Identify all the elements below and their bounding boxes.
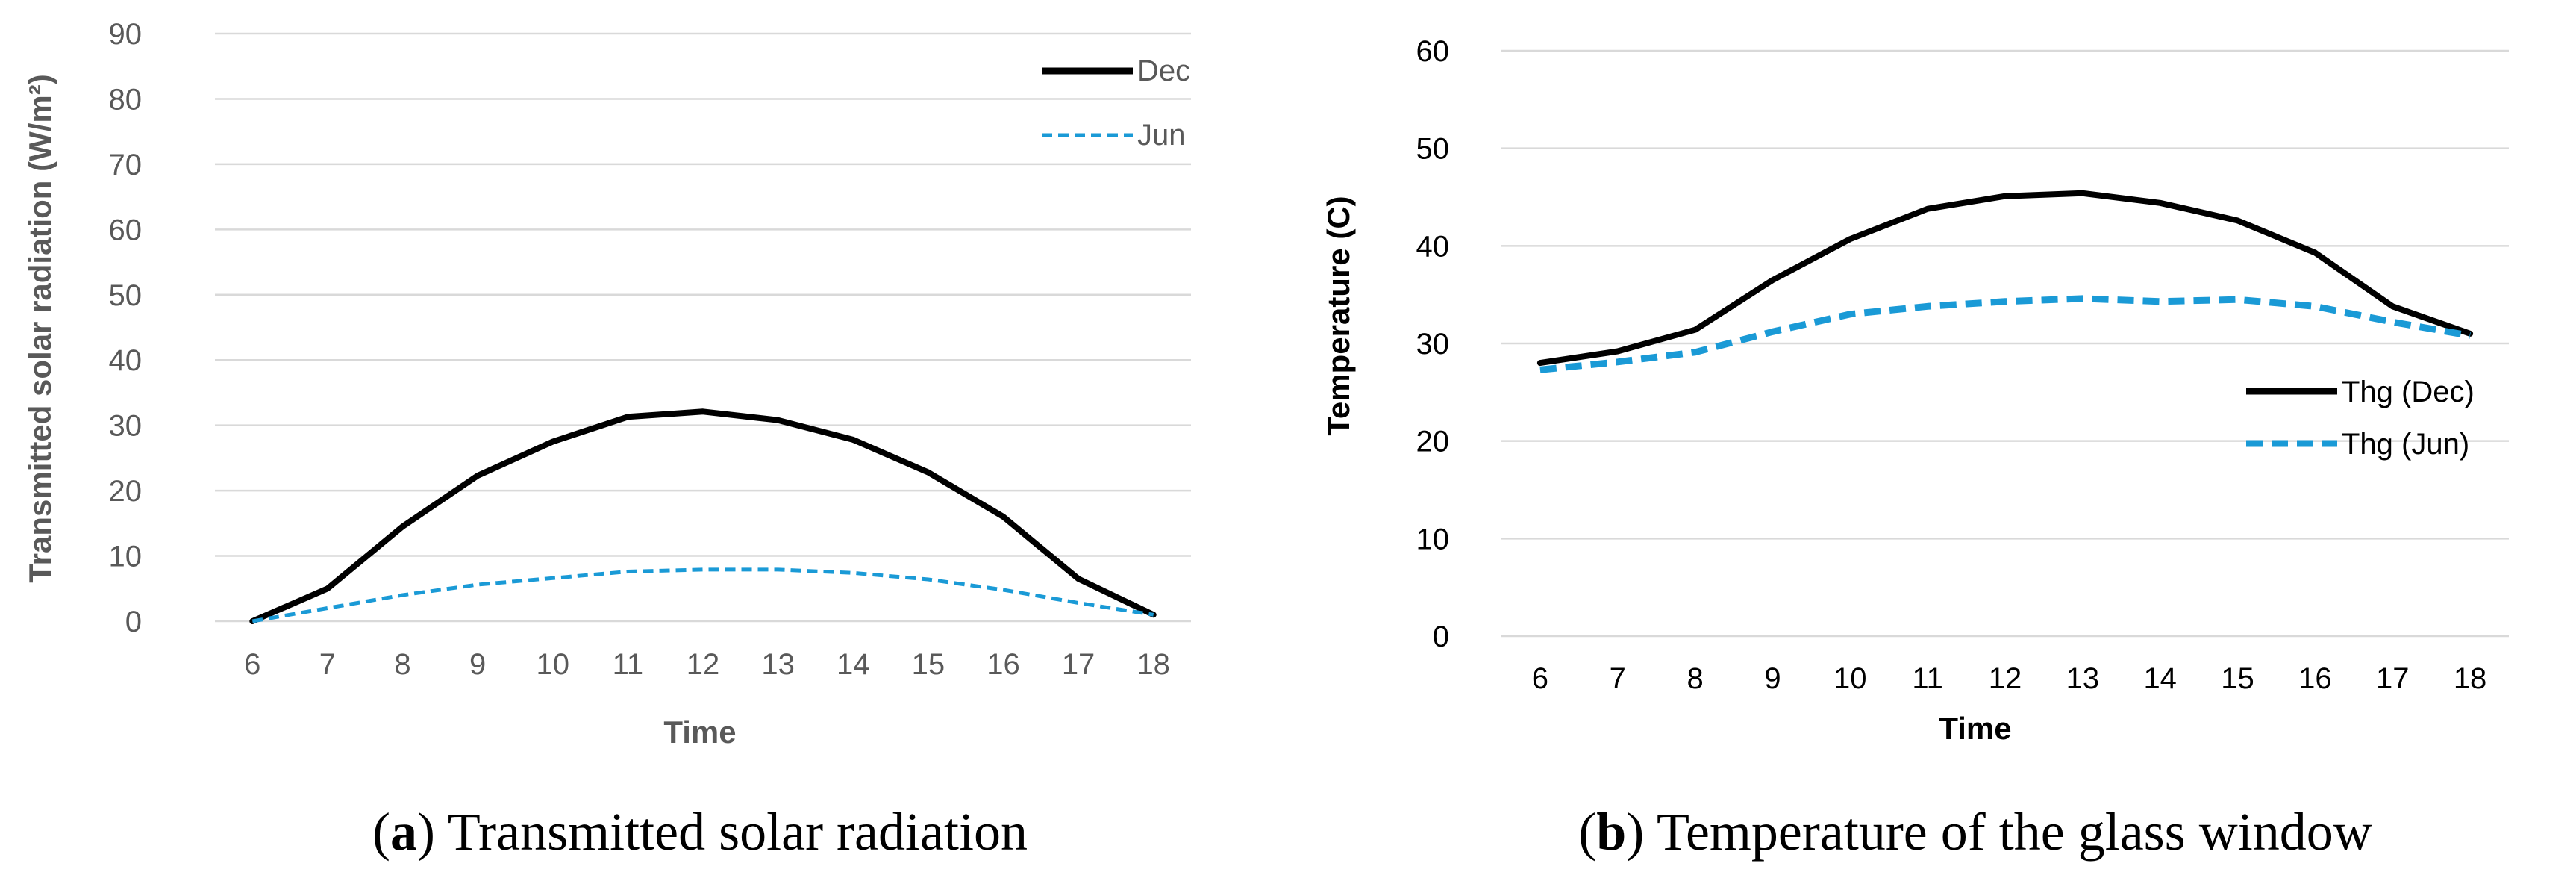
- xtick-b-6: 6: [1532, 662, 1548, 695]
- chart-a-legend: Dec Jun: [1042, 55, 1190, 152]
- xtick-a-9: 9: [469, 648, 486, 681]
- xtick-b-15: 15: [2221, 662, 2254, 695]
- xtick-b-18: 18: [2454, 662, 2487, 695]
- ytick-a-80: 80: [109, 83, 143, 116]
- xtick-a-16: 16: [987, 648, 1020, 681]
- ytick-a-70: 70: [109, 149, 143, 181]
- chart-a-caption-letter: a: [390, 802, 417, 862]
- ytick-b-50: 50: [1416, 133, 1450, 166]
- xtick-b-10: 10: [1833, 662, 1867, 695]
- ytick-a-30: 30: [109, 410, 143, 443]
- ytick-a-20: 20: [109, 475, 143, 508]
- xtick-b-13: 13: [2066, 662, 2100, 695]
- chart-b-ylabel: Temperature (C): [1321, 196, 1356, 435]
- xtick-b-12: 12: [1989, 662, 2022, 695]
- xtick-a-7: 7: [319, 648, 336, 681]
- chart-a-xlabel: Time: [663, 715, 736, 750]
- xtick-a-10: 10: [537, 648, 570, 681]
- xtick-a-14: 14: [837, 648, 870, 681]
- ytick-a-40: 40: [109, 344, 143, 377]
- legend-thg-jun-label: Thg (Jun): [2342, 428, 2469, 461]
- legend-dec-label: Dec: [1137, 55, 1190, 87]
- legend-jun-label: Jun: [1137, 119, 1186, 152]
- xtick-b-14: 14: [2143, 662, 2177, 695]
- chart-a: 0 10 20 30 40 50 60 70 80 90 6 7 8 9 10 11 12 13 14 15 16 17…: [22, 18, 1191, 862]
- series-a-dec: [249, 408, 1157, 624]
- xtick-b-7: 7: [1610, 662, 1626, 695]
- xtick-a-8: 8: [394, 648, 410, 681]
- chart-b-caption: (b) Temperature of the glass window: [1578, 802, 2372, 862]
- xtick-b-16: 16: [2298, 662, 2332, 695]
- series-b-thg-dec: [1536, 190, 2474, 367]
- chart-b-caption-letter: b: [1596, 802, 1626, 862]
- ytick-b-10: 10: [1416, 523, 1450, 556]
- ytick-b-40: 40: [1416, 230, 1450, 263]
- xtick-b-17: 17: [2376, 662, 2410, 695]
- xtick-b-9: 9: [1764, 662, 1781, 695]
- chart-b-caption-text: Temperature of the glass window: [1657, 802, 2372, 862]
- ytick-a-60: 60: [109, 214, 143, 246]
- ytick-a-90: 90: [109, 18, 143, 51]
- chart-a-ylabel: Transmitted solar radiation (W/m²): [22, 74, 57, 582]
- ytick-b-30: 30: [1416, 328, 1450, 361]
- xtick-a-11: 11: [613, 648, 644, 681]
- chart-b: 0 10 20 30 40 50 60 6 7 8 9 10 11 12 13 14 15 16 17 18 Tim…: [1321, 35, 2509, 862]
- xtick-a-18: 18: [1137, 648, 1170, 681]
- ytick-b-20: 20: [1416, 426, 1450, 458]
- xtick-a-6: 6: [244, 648, 260, 681]
- xtick-a-13: 13: [761, 648, 795, 681]
- chart-b-legend: Thg (Dec) Thg (Jun): [2246, 376, 2475, 461]
- legend-thg-dec-label: Thg (Dec): [2342, 376, 2475, 408]
- chart-a-caption-text: Transmitted solar radiation: [448, 802, 1028, 862]
- chart-a-caption: (a) Transmitted solar radiation: [372, 802, 1028, 862]
- ytick-b-60: 60: [1416, 35, 1450, 68]
- series-b-thg-jun: [1539, 295, 2471, 373]
- ytick-b-0: 0: [1433, 620, 1449, 653]
- xtick-b-11: 11: [1912, 662, 1943, 695]
- xtick-a-17: 17: [1062, 648, 1095, 681]
- xtick-b-8: 8: [1686, 662, 1703, 695]
- chart-b-xlabel: Time: [1939, 711, 2011, 746]
- xtick-a-15: 15: [912, 648, 945, 681]
- xtick-a-12: 12: [687, 648, 720, 681]
- ytick-a-50: 50: [109, 279, 143, 312]
- series-a-jun: [251, 567, 1154, 623]
- ytick-a-10: 10: [109, 541, 143, 573]
- ytick-a-0: 0: [125, 606, 142, 638]
